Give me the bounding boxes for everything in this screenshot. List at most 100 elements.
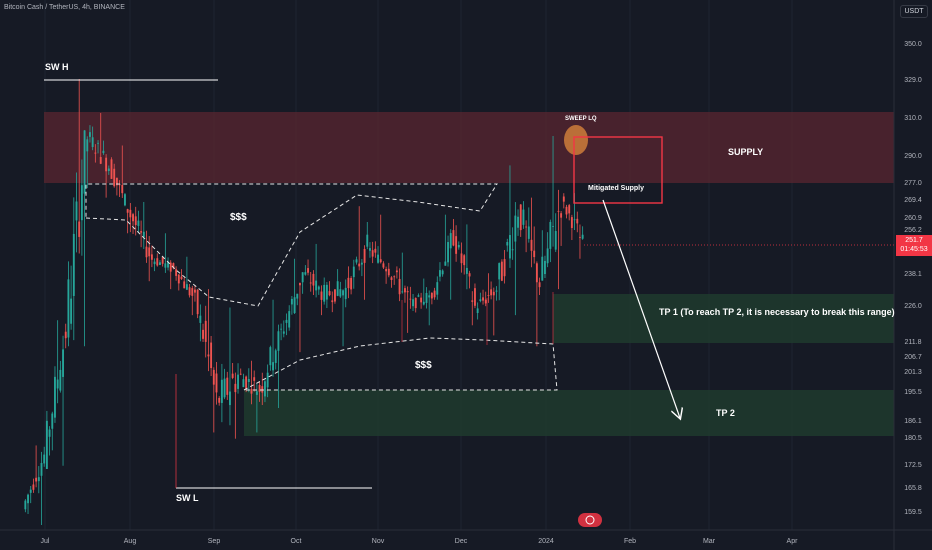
candle-body [479,299,482,302]
candle-body [363,248,366,263]
y-tick-label: 206.7 [904,354,922,361]
candle-body [328,291,331,296]
candle-body [226,377,229,395]
candle-body [293,297,296,314]
candle-body [546,248,549,264]
candle-body [102,150,105,154]
candle-body [134,216,137,226]
candle-body [89,132,91,137]
x-tick-label: Mar [703,538,716,545]
go-to-realtime-icon[interactable] [578,513,602,527]
candle-body [239,373,242,375]
candle-body [121,184,124,194]
candle-body [175,269,178,276]
candle-body [439,270,441,277]
candle-body [282,331,285,334]
candle-body [218,397,221,403]
candle-body [164,263,167,268]
candle-body [274,350,277,363]
y-tick-label: 211.8 [905,339,922,346]
candle-body [449,233,452,249]
y-tick-label: 269.4 [904,197,922,204]
candle-body [124,194,126,206]
candle-body [522,209,525,225]
candle-body [441,270,444,275]
projection-arrow [602,199,680,418]
candle-body [97,142,99,144]
candle-body [557,210,560,212]
candle-body [67,279,70,338]
candle-body [366,234,369,247]
candle-body [468,273,471,277]
candle-body [288,311,291,328]
candle-body [503,259,506,277]
candle-body [132,214,134,222]
label-sw-h: SW H [45,62,69,72]
candle-body [562,196,565,202]
candle-body [457,244,460,248]
candle-body [172,263,175,269]
candle-body [350,278,353,290]
y-tick-label: 350.0 [904,41,922,48]
candle-body [422,301,425,305]
candle-body [183,281,186,289]
candle-body [369,248,371,251]
candle-body [425,292,428,303]
candle-body [444,261,447,266]
candle-body [519,204,522,231]
candle-body [331,300,334,303]
candle-body [234,383,237,393]
currency-label[interactable]: USDT [900,5,928,18]
candle-body [185,284,188,290]
candle-body [533,250,536,258]
last-price-value: 251.7 [905,237,923,244]
candle-body [261,386,264,393]
candle-body [110,159,113,179]
candle-body [430,292,433,299]
x-tick-label: 2024 [538,538,554,545]
y-tick-label: 226.0 [904,303,922,310]
candle-body [342,290,344,296]
candle-body [484,299,487,304]
candle-body [420,297,423,303]
candle-body [40,462,43,476]
x-tick-label: Sep [208,538,221,545]
y-tick-label: 195.5 [904,389,922,396]
candle-body [215,373,218,393]
candle-body [272,362,274,371]
candle-body [258,384,261,392]
candle-body [552,226,554,227]
candle-body [153,261,156,265]
candle-body [253,377,256,381]
candle-body [433,290,436,298]
candle-body [159,262,161,265]
candle-body [115,177,118,186]
candle-body [385,269,388,272]
y-tick-label: 290.0 [904,153,922,160]
candle-body [317,286,320,290]
candle-body [150,254,153,260]
candle-body [169,262,172,272]
candle-body [296,293,299,299]
candle-body [530,239,533,251]
label-mitigated-supply: Mitigated Supply [588,185,644,192]
candle-body [509,235,511,259]
x-tick-label: Apr [787,538,799,545]
candle-body [554,230,557,250]
supply-zone [44,112,894,183]
candle-body [412,299,414,307]
candle-body [126,209,129,213]
candle-body [48,429,51,437]
candle-body [581,234,584,239]
candle-body [80,185,83,221]
candle-body [188,287,191,296]
candle-body [27,494,29,504]
candle-body [64,331,67,339]
candle-body [62,349,64,377]
candle-body [465,267,468,274]
candle-body [177,274,180,284]
candle-body [352,266,355,278]
candle-body [525,226,528,228]
